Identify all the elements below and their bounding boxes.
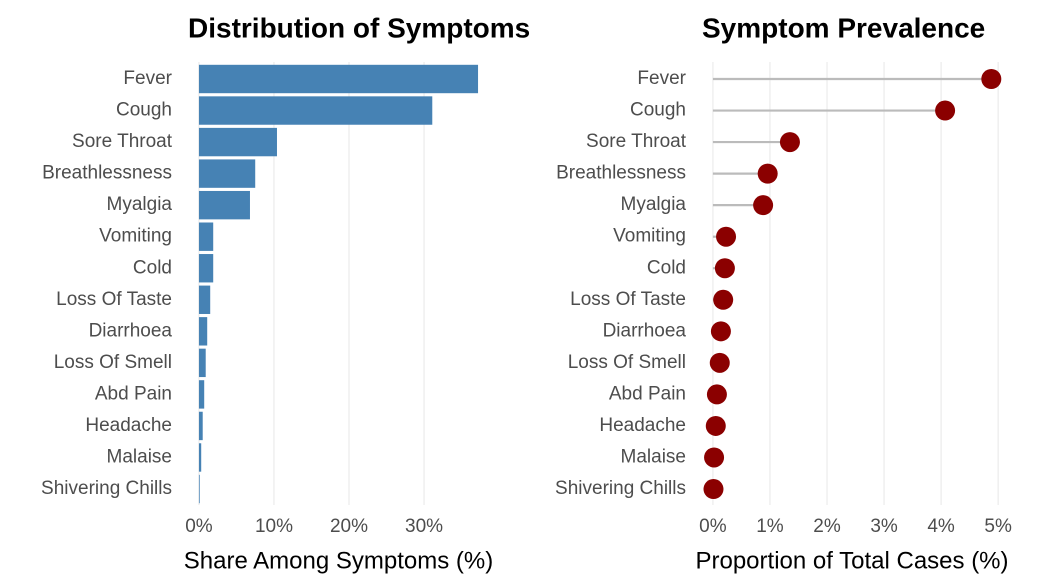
y-tick-label: Headache xyxy=(599,415,686,436)
x-tick-label: 2% xyxy=(813,516,841,537)
dot xyxy=(753,195,774,216)
dot xyxy=(710,321,731,342)
bar xyxy=(198,127,277,157)
dot xyxy=(981,69,1002,89)
bar xyxy=(198,254,214,283)
bar xyxy=(198,380,205,409)
x-tick-label: 20% xyxy=(330,516,368,537)
bar xyxy=(198,96,433,125)
y-tick-label: Headache xyxy=(85,415,172,436)
y-tick-label: Sore Throat xyxy=(586,131,687,152)
bar xyxy=(198,411,203,441)
y-tick-label: Vomiting xyxy=(613,226,686,247)
y-tick-label: Diarrhoea xyxy=(603,320,687,341)
dot xyxy=(705,415,726,436)
y-tick-label: Loss Of Taste xyxy=(570,289,686,310)
y-tick-label: Cough xyxy=(116,100,172,121)
x-axis-title: Proportion of Total Cases (%) xyxy=(695,547,1008,574)
bar xyxy=(198,159,256,188)
chart-title: Symptom Prevalence xyxy=(702,12,985,43)
y-tick-label: Fever xyxy=(637,68,686,89)
bar xyxy=(198,64,479,94)
y-tick-label: Cold xyxy=(647,257,686,278)
y-tick-label: Loss Of Smell xyxy=(568,352,686,373)
x-tick-label: 0% xyxy=(699,516,727,537)
dot xyxy=(704,447,725,468)
bar xyxy=(198,443,202,472)
bar xyxy=(198,348,206,378)
bar xyxy=(198,190,250,220)
y-tick-label: Fever xyxy=(123,68,172,89)
y-tick-label: Myalgia xyxy=(107,194,173,215)
y-tick-label: Breathlessness xyxy=(556,163,686,184)
y-tick-label: Shivering Chills xyxy=(41,478,172,499)
dot xyxy=(714,258,735,279)
y-tick-label: Shivering Chills xyxy=(555,478,686,499)
y-tick-label: Sore Throat xyxy=(72,131,173,152)
y-tick-label: Malaise xyxy=(621,446,686,467)
x-tick-label: 3% xyxy=(870,516,898,537)
y-tick-label: Vomiting xyxy=(99,226,172,247)
y-tick-label: Loss Of Smell xyxy=(54,352,172,373)
x-axis-title: Share Among Symptoms (%) xyxy=(184,547,493,574)
y-tick-label: Abd Pain xyxy=(95,383,172,404)
y-tick-label: Loss Of Taste xyxy=(56,289,172,310)
x-tick-label: 0% xyxy=(185,516,213,537)
bar xyxy=(198,474,200,504)
bar xyxy=(198,222,214,251)
dot xyxy=(706,384,727,405)
y-tick-label: Breathlessness xyxy=(42,163,172,184)
y-tick-label: Cold xyxy=(133,257,172,278)
y-tick-label: Malaise xyxy=(107,446,172,467)
x-tick-label: 4% xyxy=(927,516,955,537)
x-tick-label: 1% xyxy=(756,516,784,537)
dot xyxy=(779,132,800,153)
y-tick-label: Diarrhoea xyxy=(89,320,173,341)
y-tick-label: Abd Pain xyxy=(609,383,686,404)
dot xyxy=(716,226,737,247)
chart-title: Distribution of Symptoms xyxy=(188,12,530,43)
bar xyxy=(198,317,208,346)
dot xyxy=(935,100,956,121)
dot xyxy=(709,352,730,373)
dot xyxy=(713,289,734,310)
x-tick-label: 10% xyxy=(255,516,293,537)
y-tick-label: Myalgia xyxy=(621,194,687,215)
dot xyxy=(703,479,724,500)
y-tick-label: Cough xyxy=(630,100,686,121)
x-tick-label: 30% xyxy=(405,516,443,537)
bar xyxy=(198,285,211,314)
x-tick-label: 5% xyxy=(984,516,1012,537)
dot xyxy=(757,163,778,184)
